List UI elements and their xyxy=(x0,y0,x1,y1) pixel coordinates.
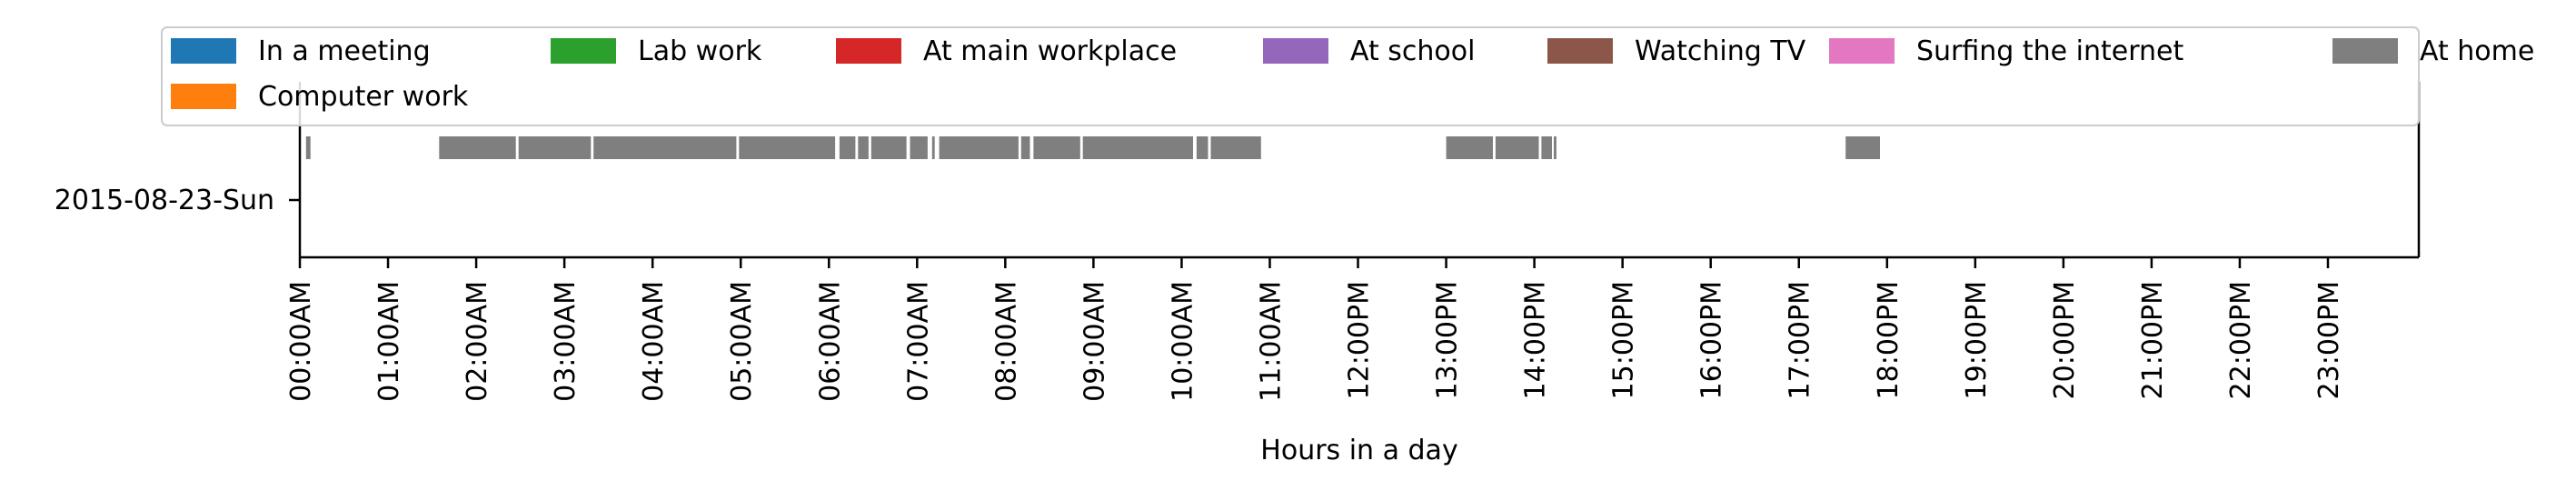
x-tick-label: 14:00PM xyxy=(1520,281,1552,399)
activity-segment-0-6 xyxy=(858,136,869,159)
activity-segment-0-3 xyxy=(593,136,737,159)
legend-swatch xyxy=(1263,38,1328,64)
x-tick-label: 09:00AM xyxy=(1079,281,1110,402)
bars-layer xyxy=(305,136,1880,159)
legend-label: At home xyxy=(2420,35,2534,67)
legend-swatch xyxy=(1829,38,1895,64)
activity-segment-0-7 xyxy=(870,136,907,159)
x-tick-label: 12:00PM xyxy=(1344,281,1376,399)
x-tick-label: 08:00AM xyxy=(990,281,1022,402)
x-tick-label: 01:00AM xyxy=(373,281,405,402)
legend-swatch xyxy=(1547,38,1613,64)
x-tick-label: 00:00AM xyxy=(285,281,317,402)
legend-label: Lab work xyxy=(638,35,762,67)
x-tick-label: 04:00AM xyxy=(638,281,670,402)
legend-label: Surfing the internet xyxy=(1916,35,2183,67)
legend-swatch xyxy=(171,38,236,64)
activity-segment-0-17 xyxy=(1495,136,1539,159)
x-tick-label: 11:00AM xyxy=(1256,281,1288,402)
activity-segment-0-18 xyxy=(1541,136,1552,159)
legend-label: Watching TV xyxy=(1635,35,1806,67)
legend-swatch xyxy=(171,84,236,109)
x-tick-label: 17:00PM xyxy=(1785,281,1816,399)
x-tick-label: 03:00AM xyxy=(550,281,582,402)
activity-segment-0-16 xyxy=(1446,136,1493,159)
activity-segment-0-14 xyxy=(1196,136,1208,159)
x-tick-label: 13:00PM xyxy=(1432,281,1464,399)
activity-segment-0-9 xyxy=(931,136,935,159)
activity-segment-0-8 xyxy=(910,136,928,159)
x-tick-label: 07:00AM xyxy=(902,281,934,402)
activity-segment-0-10 xyxy=(939,136,1019,159)
x-axis-label: Hours in a day xyxy=(1260,435,1457,466)
activity-segment-0-20 xyxy=(1845,136,1880,159)
activity-segment-0-1 xyxy=(439,136,516,159)
activity-segment-0-5 xyxy=(839,136,856,159)
legend: In a meeting Lab work At main workplace At … xyxy=(161,26,2534,126)
x-tick-label: 06:00AM xyxy=(814,281,846,402)
activity-segment-0-4 xyxy=(739,136,836,159)
x-tick-label: 23:00PM xyxy=(2313,281,2345,399)
x-tick-label: 02:00AM xyxy=(462,281,493,402)
activity-segment-0-12 xyxy=(1033,136,1080,159)
legend-swatch xyxy=(2332,38,2398,64)
x-tick-label: 21:00PM xyxy=(2137,281,2169,399)
activity-segment-0-19 xyxy=(1554,136,1557,159)
activity-segment-0-2 xyxy=(518,136,592,159)
activity-segment-0-11 xyxy=(1020,136,1030,159)
x-tick-label: 19:00PM xyxy=(1961,281,1993,399)
legend-label: At main workplace xyxy=(923,35,1177,67)
activity-segment-0-13 xyxy=(1082,136,1193,159)
x-tick-label: 15:00PM xyxy=(1608,281,1640,399)
legend-swatch xyxy=(551,38,616,64)
legend-label: In a meeting xyxy=(258,35,431,67)
x-tick-label: 22:00PM xyxy=(2225,281,2257,399)
x-tick-label: 10:00AM xyxy=(1167,281,1198,402)
legend-label: At school xyxy=(1350,35,1475,67)
y-tick-label: 2015-08-23-Sun xyxy=(55,185,274,216)
x-tick-label: 05:00AM xyxy=(726,281,758,402)
x-tick-label: 18:00PM xyxy=(1873,281,1905,399)
x-tick-label: 16:00PM xyxy=(1696,281,1728,399)
activity-segment-0-0 xyxy=(305,136,311,159)
axes-layer: 2015-08-23-Sun 00:00AM 01:00AM 02:00AM 03:00… xyxy=(55,82,2421,402)
x-tick-label: 20:00PM xyxy=(2049,281,2081,399)
legend-swatch xyxy=(836,38,901,64)
activity-segment-0-15 xyxy=(1210,136,1261,159)
legend-label: Computer work xyxy=(258,81,469,113)
